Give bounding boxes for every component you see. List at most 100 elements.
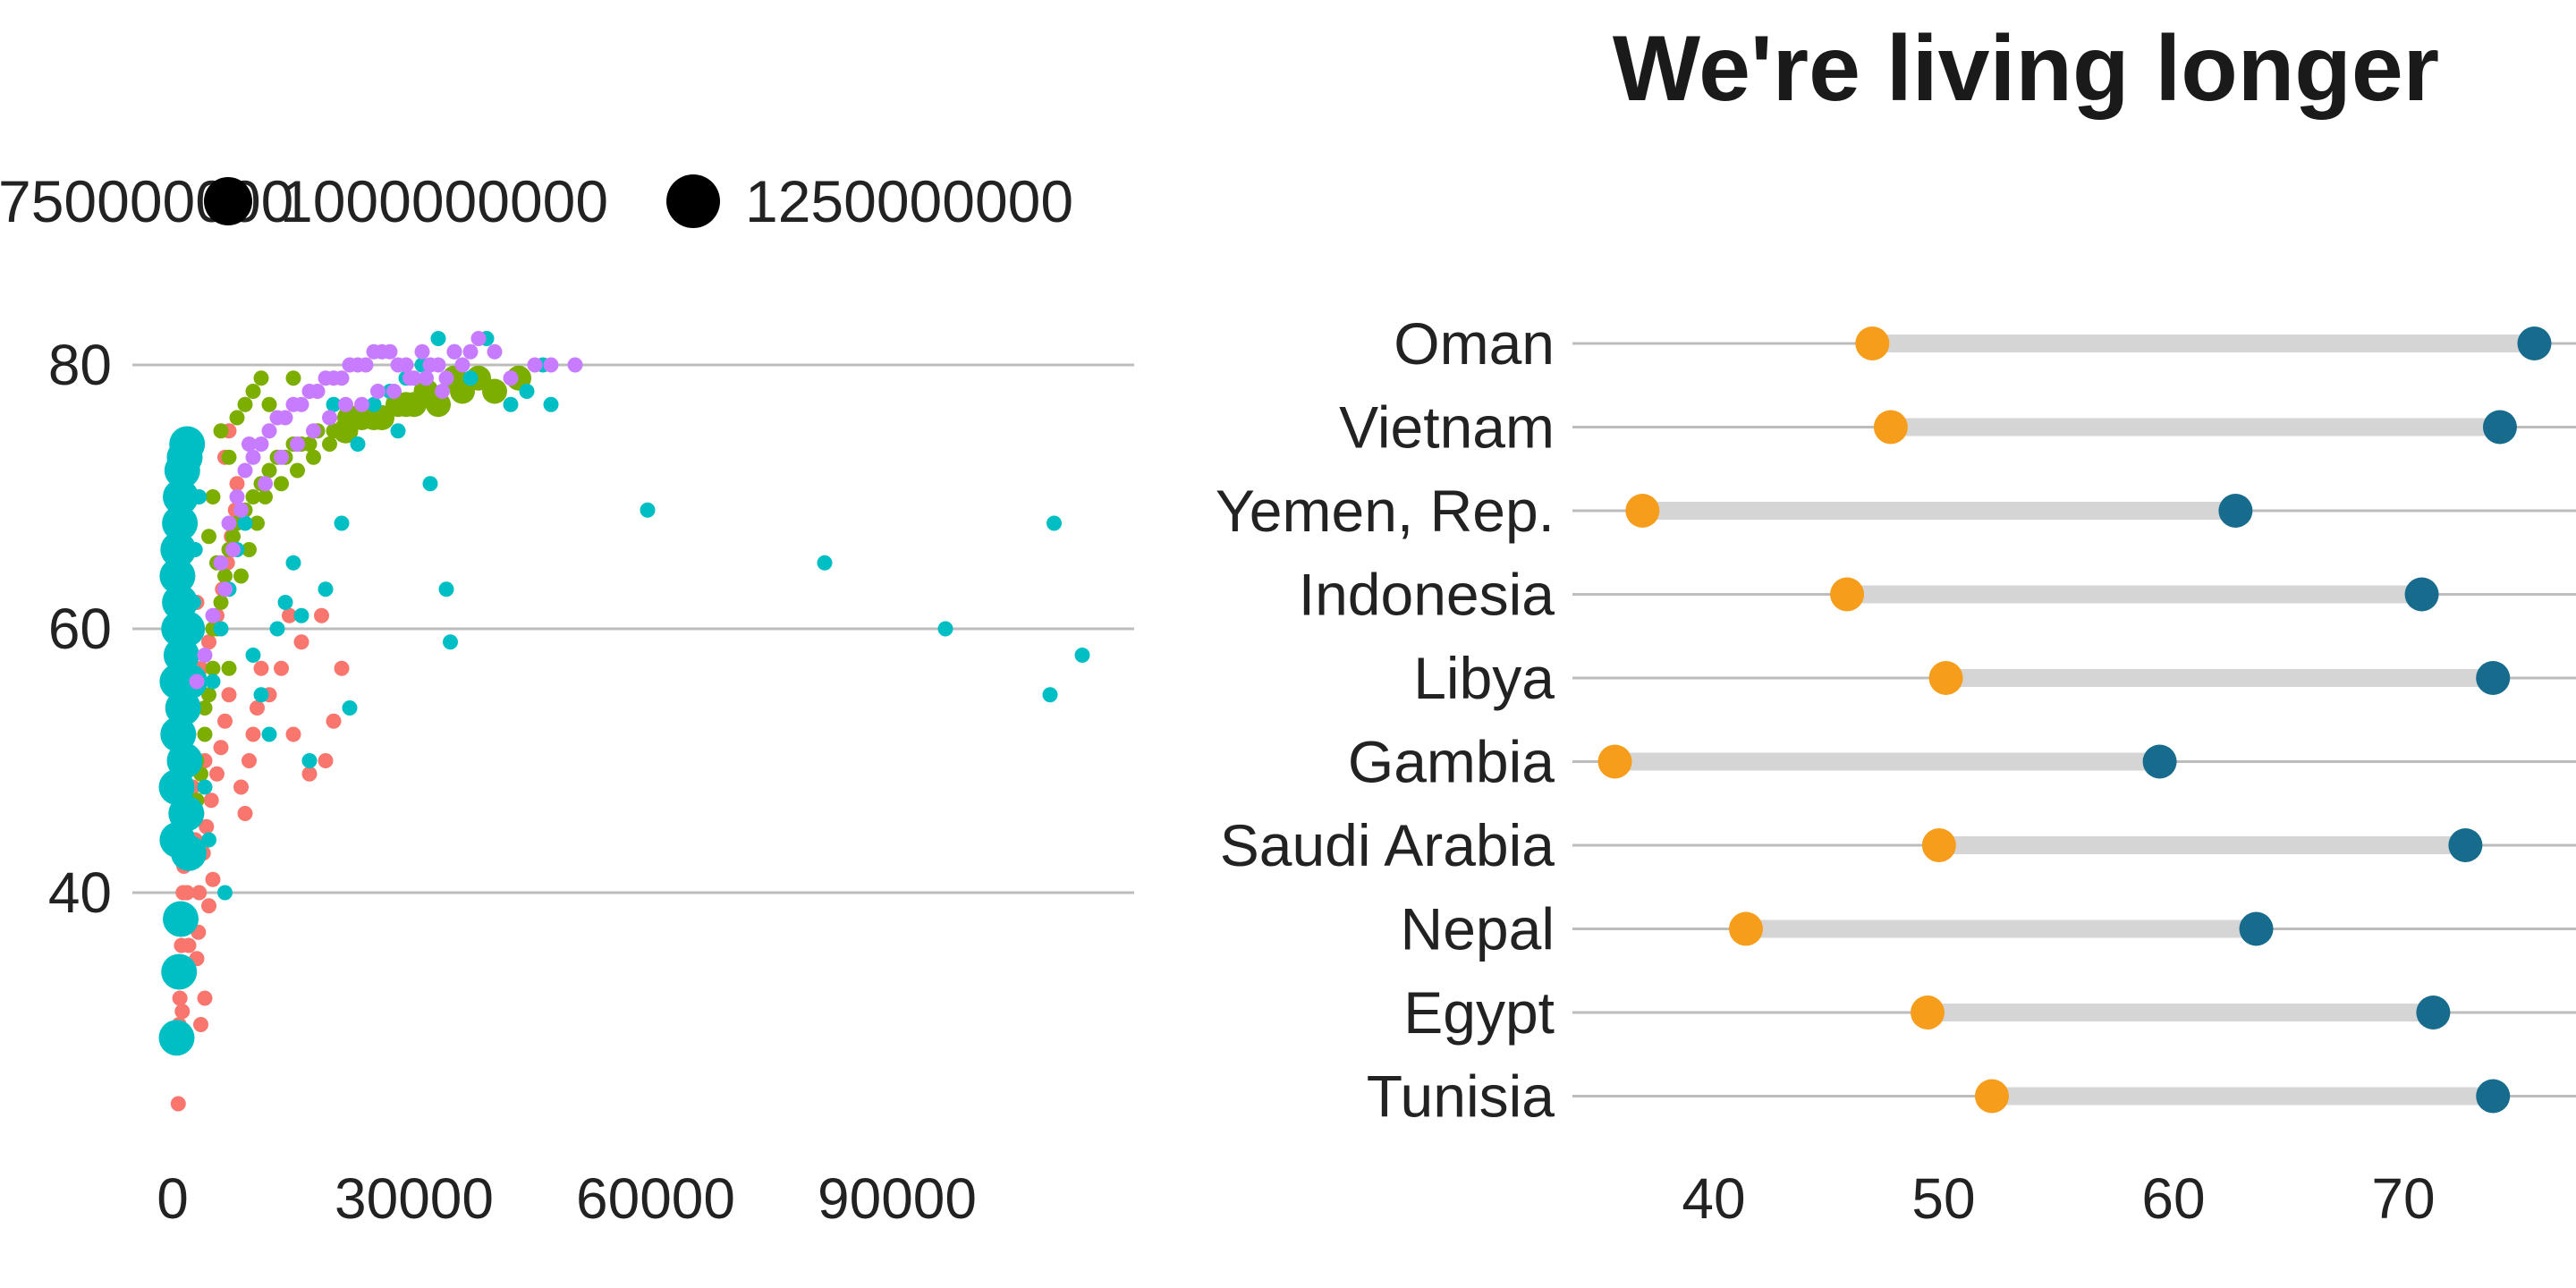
- start-value-dot: [1597, 744, 1632, 779]
- scatter-point: [174, 1004, 191, 1020]
- country-label: Tunisia: [1367, 1063, 1555, 1130]
- scatter-point: [242, 542, 257, 557]
- scatter-point: [334, 515, 350, 531]
- scatter-point: [394, 392, 419, 418]
- scatter-point: [349, 405, 375, 430]
- scatter-point: [169, 611, 206, 647]
- scatter-point: [250, 700, 265, 716]
- scatter-point: [221, 687, 237, 703]
- scatter-point: [191, 489, 208, 504]
- scatter-x-tick-label: 0: [157, 1166, 189, 1231]
- scatter-point: [258, 476, 273, 492]
- scatter-point: [245, 726, 261, 742]
- scatter-point: [414, 343, 430, 360]
- scatter-point: [159, 558, 196, 594]
- scatter-point: [285, 370, 301, 386]
- scatter-point: [314, 607, 329, 623]
- country-label: Egypt: [1403, 979, 1555, 1046]
- scatter-point: [462, 343, 479, 360]
- scatter-point: [168, 795, 205, 832]
- scatter-x-tick-label: 60000: [576, 1166, 735, 1231]
- scatter-point: [282, 607, 297, 623]
- scatter-point: [197, 779, 213, 795]
- start-value-dot: [1921, 828, 1956, 862]
- scatter-point: [438, 370, 454, 386]
- scatter-point: [245, 449, 261, 465]
- scatter-point: [217, 581, 233, 597]
- scatter-point: [419, 370, 434, 386]
- scatter-point: [245, 648, 261, 663]
- scatter-point: [213, 423, 229, 439]
- end-value-dot: [2218, 494, 2253, 528]
- scatter-point: [161, 953, 198, 990]
- scatter-point: [422, 476, 438, 492]
- scatter-point: [205, 489, 221, 504]
- scatter-point: [181, 937, 197, 953]
- scatter-point: [203, 792, 219, 809]
- scatter-point: [261, 396, 277, 412]
- scatter-point: [245, 384, 261, 399]
- scatter-point: [285, 555, 301, 571]
- scatter-x-tick-label: 30000: [335, 1166, 494, 1231]
- scatter-point: [293, 607, 309, 623]
- scatter-point: [503, 370, 519, 386]
- scatter-point: [221, 660, 237, 676]
- scatter-point: [301, 436, 318, 452]
- scatter-point: [309, 384, 326, 399]
- legend-size-label: 1250000000: [745, 168, 1073, 234]
- scatter-point: [193, 1017, 208, 1032]
- dumbbell-x-tick-label: 40: [1682, 1166, 1745, 1231]
- scatter-point: [162, 505, 199, 541]
- scatter-point: [519, 384, 535, 399]
- scatter-point: [199, 818, 215, 835]
- scatter-point: [229, 489, 245, 504]
- scatter-point: [382, 343, 398, 360]
- scatter-point: [318, 581, 334, 597]
- scatter-point: [640, 502, 656, 518]
- scatter-point: [197, 648, 213, 663]
- scatter-point: [543, 396, 559, 412]
- scatter-point: [487, 343, 503, 360]
- scatter-point: [233, 568, 249, 584]
- country-label: Saudi Arabia: [1220, 812, 1555, 878]
- dumbbell-chart-panel: We're living longer Oman Vietnam Yemen, Re…: [1216, 17, 2576, 1231]
- dumbbell-rows: Oman Vietnam Yemen, Rep. Indonesia Libya Gamb…: [1216, 310, 2576, 1130]
- scatter-point: [201, 898, 216, 914]
- scatter-point: [306, 449, 321, 465]
- start-value-dot: [1728, 911, 1763, 946]
- scatter-point: [253, 687, 269, 703]
- end-value-dot: [2482, 410, 2517, 445]
- scatter-point: [817, 555, 833, 571]
- scatter-point: [160, 531, 197, 568]
- scatter-point: [191, 885, 208, 901]
- scatter-y-tick-label: 60: [48, 597, 112, 661]
- start-value-dot: [1974, 1079, 2009, 1114]
- end-value-dot: [2404, 577, 2439, 612]
- country-label: Nepal: [1401, 896, 1555, 962]
- scatter-point: [1046, 515, 1062, 531]
- scatter-point: [213, 740, 229, 756]
- dumbbell-x-tick-label: 70: [2371, 1166, 2435, 1231]
- scatter-point: [189, 674, 205, 690]
- scatter-point: [322, 410, 337, 426]
- scatter-y-axis: 40 60 80: [48, 333, 112, 925]
- start-value-dot: [1830, 577, 1865, 612]
- scatter-x-axis: 0 30000 60000 90000: [157, 1166, 977, 1231]
- scatter-point: [217, 713, 233, 729]
- country-label: Libya: [1413, 645, 1555, 711]
- scatter-point: [274, 449, 289, 465]
- end-value-dot: [2239, 911, 2274, 946]
- scatter-point: [225, 529, 241, 545]
- scatter-point: [390, 423, 406, 439]
- scatter-point: [366, 396, 382, 412]
- scatter-point: [454, 357, 470, 373]
- country-label: Gambia: [1348, 729, 1555, 795]
- scatter-point: [242, 436, 257, 452]
- scatter-point: [462, 370, 479, 386]
- scatter-point: [277, 410, 293, 426]
- scatter-point: [253, 660, 269, 676]
- scatter-point: [221, 515, 237, 531]
- scatter-point: [166, 742, 203, 779]
